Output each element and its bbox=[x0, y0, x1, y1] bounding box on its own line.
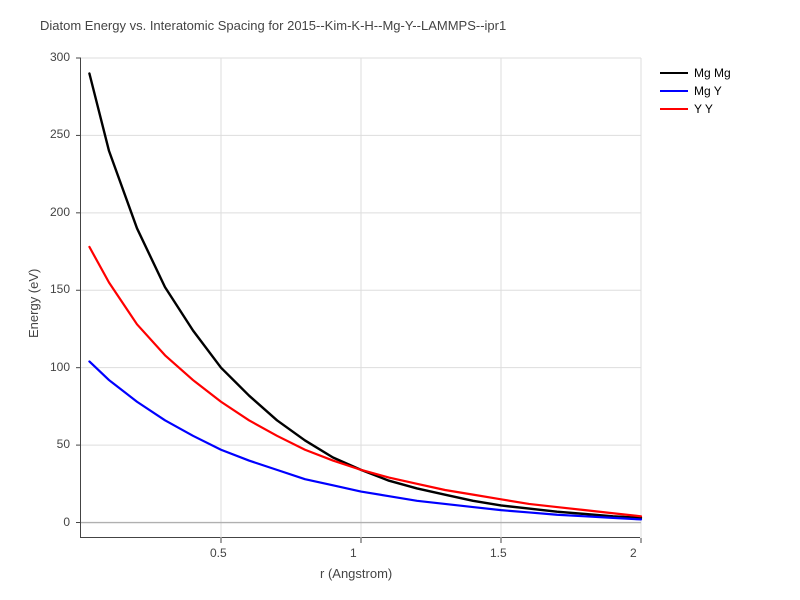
y-tick-label: 250 bbox=[50, 127, 70, 141]
x-tick-label: 1.5 bbox=[490, 546, 507, 560]
y-tick-label: 150 bbox=[50, 282, 70, 296]
legend-item[interactable]: Mg Mg bbox=[660, 64, 731, 82]
y-tick-label: 50 bbox=[57, 437, 70, 451]
chart-title: Diatom Energy vs. Interatomic Spacing fo… bbox=[40, 18, 506, 33]
y-tick-label: 200 bbox=[50, 205, 70, 219]
x-tick-label: 1 bbox=[350, 546, 357, 560]
x-tick-label: 0.5 bbox=[210, 546, 227, 560]
series-line[interactable] bbox=[89, 73, 641, 517]
legend-swatch bbox=[660, 90, 688, 92]
series-line[interactable] bbox=[89, 247, 641, 516]
legend-label: Y Y bbox=[694, 102, 713, 116]
x-tick-label: 2 bbox=[630, 546, 637, 560]
legend-label: Mg Y bbox=[694, 84, 722, 98]
legend-item[interactable]: Y Y bbox=[660, 100, 731, 118]
plot-area[interactable] bbox=[80, 58, 640, 538]
x-axis-label: r (Angstrom) bbox=[320, 566, 392, 581]
plot-svg bbox=[81, 58, 640, 537]
series-line[interactable] bbox=[89, 361, 641, 519]
y-tick-label: 300 bbox=[50, 50, 70, 64]
legend-label: Mg Mg bbox=[694, 66, 731, 80]
legend-item[interactable]: Mg Y bbox=[660, 82, 731, 100]
y-tick-label: 0 bbox=[63, 515, 70, 529]
legend-swatch bbox=[660, 108, 688, 110]
y-axis-label: Energy (eV) bbox=[26, 269, 41, 338]
legend-swatch bbox=[660, 72, 688, 74]
legend[interactable]: Mg Mg Mg Y Y Y bbox=[660, 64, 731, 118]
y-tick-label: 100 bbox=[50, 360, 70, 374]
